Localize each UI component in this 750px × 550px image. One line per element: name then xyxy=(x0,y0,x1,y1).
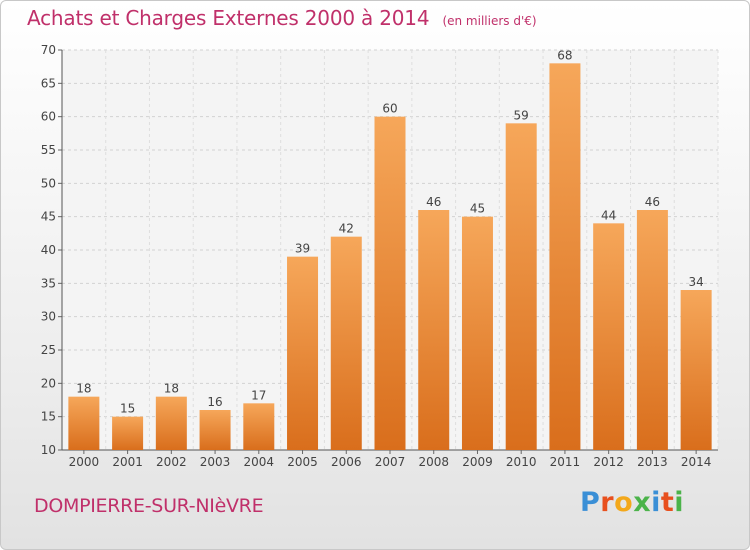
chart-subtitle: (en milliers d'€) xyxy=(442,14,537,28)
value-label: 39 xyxy=(295,242,310,256)
logo-letter: i xyxy=(674,487,685,518)
bar-2004 xyxy=(243,403,275,450)
bar-2008 xyxy=(418,210,450,450)
x-tick-label: 2007 xyxy=(375,455,406,469)
x-tick-label: 2003 xyxy=(200,455,231,469)
labels: 10 15 20 25 30 35 40 45 50 55 60 65 70 18 2000 15 2001 18… xyxy=(41,43,712,469)
x-tick-label: 2011 xyxy=(550,455,581,469)
value-label: 60 xyxy=(382,102,397,116)
chart-title: Achats et Charges Externes 2000 à 2014 xyxy=(27,6,430,30)
x-tick-label: 2000 xyxy=(69,455,100,469)
x-tick-label: 2002 xyxy=(156,455,187,469)
value-label: 45 xyxy=(470,202,485,216)
bar-2002 xyxy=(155,396,187,450)
x-tick-label: 2006 xyxy=(331,455,362,469)
value-label: 44 xyxy=(601,208,616,222)
x-tick-label: 2013 xyxy=(637,455,668,469)
y-tick-label: 10 xyxy=(41,443,56,457)
value-label: 17 xyxy=(251,388,266,402)
x-tick-label: 2008 xyxy=(418,455,449,469)
bar-2010 xyxy=(505,123,537,450)
bars xyxy=(68,63,712,451)
x-tick-label: 2012 xyxy=(593,455,624,469)
bar-2001 xyxy=(112,416,144,450)
bar-2003 xyxy=(199,410,231,450)
logo-letter: o xyxy=(614,487,634,518)
x-tick-label: 2001 xyxy=(112,455,143,469)
logo-letter: x xyxy=(633,487,652,518)
value-label: 46 xyxy=(645,195,660,209)
y-tick-label: 55 xyxy=(41,143,56,157)
bar-2009 xyxy=(461,216,493,450)
commune-name: DOMPIERRE-SUR-NIèVRE xyxy=(34,495,264,517)
bar-2000 xyxy=(68,396,100,450)
value-label: 16 xyxy=(207,395,222,409)
value-label: 15 xyxy=(120,402,135,416)
y-tick-label: 40 xyxy=(41,243,56,257)
y-tick-label: 65 xyxy=(41,76,56,90)
proxiti-logo: Proxiti xyxy=(580,487,684,518)
bar-2012 xyxy=(593,223,625,450)
value-label: 42 xyxy=(339,222,354,236)
logo-letter: i xyxy=(651,487,661,518)
value-label: 18 xyxy=(164,382,179,396)
value-label: 46 xyxy=(426,195,441,209)
x-tick-label: 2004 xyxy=(244,455,275,469)
bar-2006 xyxy=(330,236,362,450)
logo-letter: r xyxy=(600,487,615,518)
bar-2007 xyxy=(374,116,406,451)
y-tick-label: 60 xyxy=(41,110,56,124)
value-label: 34 xyxy=(688,275,703,289)
y-tick-label: 70 xyxy=(41,43,56,57)
bar-2005 xyxy=(287,256,319,450)
x-tick-label: 2005 xyxy=(287,455,318,469)
bar-2014 xyxy=(680,290,712,450)
value-label: 18 xyxy=(76,382,91,396)
bar-2013 xyxy=(636,210,668,450)
logo-letter: P xyxy=(580,487,601,518)
title-row: Achats et Charges Externes 2000 à 2014 (… xyxy=(27,6,537,30)
y-tick-label: 15 xyxy=(41,410,56,424)
y-tick-label: 20 xyxy=(41,376,56,390)
y-tick-label: 35 xyxy=(41,276,56,290)
x-tick-label: 2010 xyxy=(506,455,537,469)
x-tick-label: 2014 xyxy=(681,455,712,469)
x-tick-label: 2009 xyxy=(462,455,493,469)
value-label: 68 xyxy=(557,48,572,62)
y-tick-label: 45 xyxy=(41,210,56,224)
bar-2011 xyxy=(549,63,581,450)
y-tick-label: 50 xyxy=(41,176,56,190)
y-tick-label: 30 xyxy=(41,310,56,324)
logo-letter: t xyxy=(660,487,675,518)
y-tick-label: 25 xyxy=(41,343,56,357)
value-label: 59 xyxy=(514,108,529,122)
